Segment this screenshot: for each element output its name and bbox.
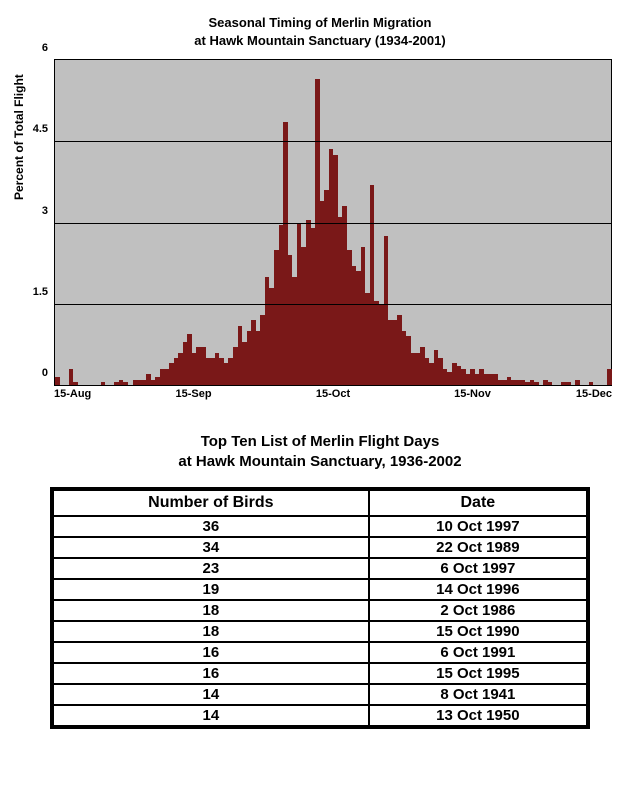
table-title: Top Ten List of Merlin Flight Days at Ha… bbox=[0, 432, 640, 473]
table-row: 236 Oct 1997 bbox=[52, 558, 588, 579]
x-tick-label: 15-Sep bbox=[175, 388, 211, 400]
table-row: 1914 Oct 1996 bbox=[52, 579, 588, 600]
x-axis-ticks: 15-Aug 15-Sep 15-Oct 15-Nov 15-Dec bbox=[54, 388, 612, 404]
table-cell: 18 bbox=[52, 621, 369, 642]
table-cell: 18 bbox=[52, 600, 369, 621]
bar bbox=[548, 382, 553, 385]
y-axis-label: Percent of Total Flight bbox=[12, 74, 26, 200]
chart-title: Seasonal Timing of Merlin Migration at H… bbox=[0, 14, 640, 49]
table-cell: 13 Oct 1950 bbox=[369, 705, 588, 727]
table-row: 166 Oct 1991 bbox=[52, 642, 588, 663]
y-tick-label: 1.5 bbox=[18, 286, 48, 298]
table-cell: 15 Oct 1990 bbox=[369, 621, 588, 642]
table-cell: 36 bbox=[52, 516, 369, 537]
bar bbox=[55, 377, 60, 385]
chart-title-line2: at Hawk Mountain Sanctuary (1934-2001) bbox=[0, 32, 640, 50]
bar bbox=[589, 382, 594, 385]
table-row: 3610 Oct 1997 bbox=[52, 516, 588, 537]
chart-title-line1: Seasonal Timing of Merlin Migration bbox=[0, 14, 640, 32]
table-header-cell: Number of Birds bbox=[52, 489, 369, 516]
y-tick-label: 4.5 bbox=[18, 123, 48, 135]
bar bbox=[566, 382, 571, 385]
table-row: 148 Oct 1941 bbox=[52, 684, 588, 705]
table-cell: 16 bbox=[52, 663, 369, 684]
table-cell: 16 bbox=[52, 642, 369, 663]
table-cell: 8 Oct 1941 bbox=[369, 684, 588, 705]
bar bbox=[101, 382, 106, 385]
x-tick-label: 15-Dec bbox=[576, 388, 612, 400]
table-cell: 34 bbox=[52, 537, 369, 558]
x-tick-label: 15-Nov bbox=[454, 388, 491, 400]
table-title-line1: Top Ten List of Merlin Flight Days bbox=[0, 432, 640, 452]
gridline bbox=[55, 304, 611, 305]
chart-plot-area bbox=[54, 59, 612, 386]
x-tick-label: 15-Aug bbox=[54, 388, 91, 400]
table-cell: 14 Oct 1996 bbox=[369, 579, 588, 600]
y-tick-label: 3 bbox=[18, 205, 48, 217]
table-cell: 2 Oct 1986 bbox=[369, 600, 588, 621]
bar bbox=[534, 382, 539, 385]
table-header-cell: Date bbox=[369, 489, 588, 516]
table-cell: 14 bbox=[52, 705, 369, 727]
x-tick-label: 15-Oct bbox=[316, 388, 350, 400]
table-title-line2: at Hawk Mountain Sanctuary, 1936-2002 bbox=[0, 452, 640, 472]
table-row: 182 Oct 1986 bbox=[52, 600, 588, 621]
gridline bbox=[55, 141, 611, 142]
bar bbox=[73, 382, 78, 385]
y-tick-label: 0 bbox=[18, 367, 48, 379]
table-cell: 6 Oct 1997 bbox=[369, 558, 588, 579]
bar bbox=[123, 382, 128, 385]
top-ten-table: Number of BirdsDate 3610 Oct 19973422 Oc… bbox=[50, 487, 590, 729]
bar bbox=[607, 369, 612, 385]
table-cell: 10 Oct 1997 bbox=[369, 516, 588, 537]
table-row: 1615 Oct 1995 bbox=[52, 663, 588, 684]
y-tick-label: 6 bbox=[18, 42, 48, 54]
table-cell: 15 Oct 1995 bbox=[369, 663, 588, 684]
table-cell: 6 Oct 1991 bbox=[369, 642, 588, 663]
table-cell: 22 Oct 1989 bbox=[369, 537, 588, 558]
table-row: 3422 Oct 1989 bbox=[52, 537, 588, 558]
table-cell: 14 bbox=[52, 684, 369, 705]
table-row: 1815 Oct 1990 bbox=[52, 621, 588, 642]
gridline bbox=[55, 223, 611, 224]
table-row: 1413 Oct 1950 bbox=[52, 705, 588, 727]
table-cell: 23 bbox=[52, 558, 369, 579]
table-cell: 19 bbox=[52, 579, 369, 600]
bar bbox=[575, 380, 580, 385]
